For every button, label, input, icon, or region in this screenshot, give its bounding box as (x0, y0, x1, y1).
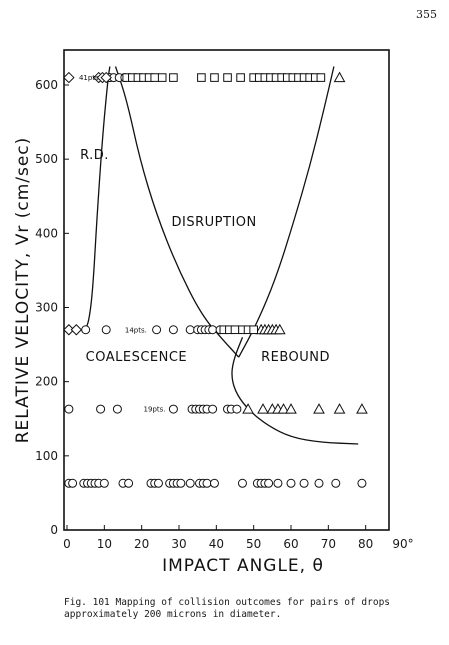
y-tick-label: 100 (35, 449, 58, 463)
coalescence-point (185, 478, 195, 488)
x-tick-label: 10 (97, 537, 112, 551)
x-tick-label: 50 (246, 537, 261, 551)
axis-ticks: 0 10 20 30 40 50 60 70 80 90° 0 100 200 300 400 500 600 (35, 78, 414, 551)
figure-caption: Fig. 101 Mapping of collision outcomes f… (64, 597, 391, 620)
x-tick-label: 30 (171, 537, 186, 551)
disruption-point (210, 73, 219, 82)
coalescence-point (81, 325, 91, 335)
coalescence-point (357, 478, 367, 488)
coalescence-point (331, 478, 341, 488)
coalescence-point (202, 478, 212, 488)
disruption-left-boundary (114, 66, 240, 358)
disruption-point (169, 73, 178, 82)
rebound-point (333, 71, 346, 83)
disruption-point (197, 73, 206, 82)
rebound-point (285, 403, 297, 414)
rebound-point (273, 323, 286, 335)
coalescence-point (209, 478, 219, 488)
x-tick-label: 0 (63, 537, 71, 551)
region-label-rebound: REBOUND (261, 350, 330, 365)
x-axis-title: IMPACT ANGLE, θ (162, 556, 324, 576)
disruption-point (249, 325, 258, 335)
x-tick-label: 40 (209, 537, 224, 551)
coalescence-point (64, 404, 74, 414)
region-label-coalescence: COALESCENCE (86, 350, 187, 365)
rebound-boundary (231, 336, 359, 445)
coalescence-point (176, 478, 186, 488)
coalescence-point (99, 478, 109, 488)
y-tick-label: 0 (50, 523, 58, 537)
rebound-point (356, 403, 368, 414)
reflexive-disruption-point (70, 324, 83, 336)
coalescence-point (96, 404, 106, 414)
region-label-rd: R.D. (80, 148, 109, 163)
disruption-point (236, 73, 245, 82)
disruption-point (223, 73, 232, 82)
y-tick-label: 400 (35, 226, 58, 240)
rebound-point (242, 403, 254, 414)
coalescence-point (299, 478, 309, 488)
x-tick-label: 70 (321, 537, 336, 551)
reflexive-disruption-point (63, 71, 75, 84)
x-tick-label: 80 (358, 537, 373, 551)
disruption-point (230, 325, 240, 335)
point-count-label: 41pts. (79, 74, 101, 82)
y-axis-title: RELATIVE VELOCITY, Vr (cm/sec) (13, 137, 33, 444)
disruption-point (150, 73, 160, 82)
coalescence-point (68, 478, 78, 488)
y-tick-label: 500 (35, 152, 58, 166)
coalescence-point (168, 404, 178, 414)
point-count-label: 14pts. (125, 326, 147, 334)
x-tick-label: 60 (283, 537, 298, 551)
coalescence-point (237, 478, 247, 488)
coalescence-point (152, 325, 162, 335)
disruption-right-boundary (238, 66, 335, 358)
y-tick-label: 200 (35, 375, 58, 389)
coalescence-point (101, 325, 111, 335)
plot-frame (63, 49, 390, 531)
outcome-boundaries (85, 66, 359, 445)
x-tick-label: 20 (134, 537, 149, 551)
rebound-point (257, 403, 269, 414)
coalescence-point (286, 478, 296, 488)
data-markers (63, 71, 368, 488)
y-tick-label: 300 (35, 301, 58, 315)
rd-boundary (85, 66, 111, 330)
coalescence-point (314, 478, 324, 488)
reflexive-disruption-point (63, 324, 75, 336)
disruption-point (316, 73, 326, 82)
rebound-point (313, 403, 325, 414)
point-count-label: 19pts. (144, 406, 166, 414)
chart-labels: R.D. DISRUPTION COALESCENCE REBOUND 41pts. 14… (79, 74, 330, 414)
x-tick-label: 90° (392, 537, 413, 551)
coalescence-point (112, 404, 122, 414)
coalescence-point (168, 325, 178, 335)
coalescence-point (264, 478, 274, 488)
coalescence-point (153, 478, 163, 488)
y-tick-label: 600 (35, 78, 58, 92)
rebound-point (333, 403, 346, 414)
coalescence-point (208, 404, 218, 414)
reflexive-disruption-point (100, 71, 112, 84)
rebound-point (277, 403, 290, 414)
coalescence-point (232, 404, 242, 414)
coalescence-point (208, 325, 218, 335)
disruption-point (157, 73, 167, 82)
region-label-disruption: DISRUPTION (172, 215, 257, 230)
coalescence-point (185, 325, 195, 335)
coalescence-point (273, 478, 283, 488)
page-number: 355 (416, 8, 437, 21)
coalescence-point (124, 478, 134, 488)
